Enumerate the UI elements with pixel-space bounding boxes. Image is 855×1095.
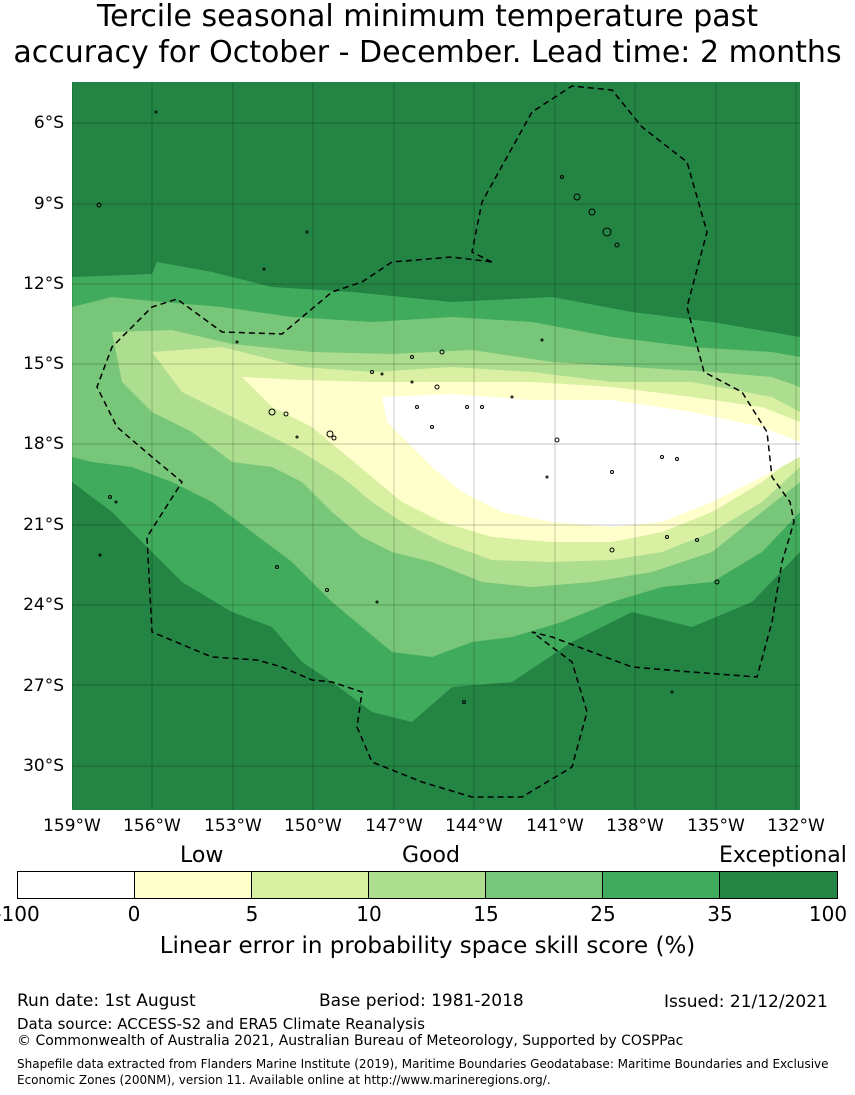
- base-period: Base period: 1981-2018: [319, 991, 524, 1011]
- colorbar-segment-35-100: [719, 871, 838, 899]
- lon-label-156w: 156°W: [123, 816, 181, 836]
- colorbar-segment-5-10: [251, 871, 369, 899]
- colorbar-tick-0: 0: [127, 902, 141, 926]
- shapefile-credit: Shapefile data extracted from Flanders M…: [17, 1057, 829, 1087]
- lat-label-21s: 21°S: [23, 515, 64, 535]
- lon-label-132w: 132°W: [767, 816, 825, 836]
- lon-label-153w: 153°W: [204, 816, 262, 836]
- legend-category-exceptional: Exceptional: [719, 843, 847, 868]
- colorbar-tick-neg100: -100: [0, 902, 40, 926]
- colorbar-segment-25-35: [602, 871, 720, 899]
- chart-title-line-1: Tercile seasonal minimum temperature pas…: [96, 0, 759, 34]
- colorbar-segment-10-15: [368, 871, 486, 899]
- data-source: Data source: ACCESS-S2 and ERA5 Climate …: [17, 1015, 425, 1033]
- colorbar-tick-25: 25: [590, 902, 616, 926]
- colorbar-segment-15-25: [485, 871, 603, 899]
- legend-category-low: Low: [180, 843, 224, 868]
- lat-label-27s: 27°S: [23, 676, 64, 696]
- issued-date: Issued: 21/12/2021: [664, 992, 828, 1012]
- colorbar-label: Linear error in probability space skill …: [159, 933, 696, 959]
- lat-label-30s: 30°S: [23, 756, 64, 776]
- colorbar-tick-100: 100: [808, 902, 848, 926]
- lon-label-141w: 141°W: [526, 816, 584, 836]
- colorbar-tick-35: 35: [707, 902, 733, 926]
- lon-label-147w: 147°W: [365, 816, 423, 836]
- chart-title-line-2: accuracy for October - December. Lead ti…: [13, 35, 842, 70]
- colorbar-segment-0-5: [134, 871, 252, 899]
- lon-label-150w: 150°W: [284, 816, 342, 836]
- lon-label-144w: 144°W: [445, 816, 503, 836]
- region-score-negative: [382, 394, 800, 527]
- lat-label-9s: 9°S: [33, 194, 64, 214]
- skill-score-map: [72, 82, 800, 810]
- colorbar-segment-negative: [17, 871, 135, 899]
- eez-boundary: [96, 85, 795, 798]
- lat-label-18s: 18°S: [23, 434, 64, 454]
- colorbar-tick-15: 15: [473, 902, 499, 926]
- colorbar-tick-10: 10: [356, 902, 382, 926]
- run-date: Run date: 1st August: [17, 991, 196, 1011]
- lat-label-24s: 24°S: [23, 595, 64, 615]
- colorbar: [17, 871, 838, 899]
- lon-label-159w: 159°W: [43, 816, 101, 836]
- lat-label-12s: 12°S: [23, 274, 64, 294]
- lon-label-138w: 138°W: [606, 816, 664, 836]
- lat-label-15s: 15°S: [23, 354, 64, 374]
- colorbar-tick-5: 5: [245, 902, 259, 926]
- copyright: © Commonwealth of Australia 2021, Austra…: [17, 1033, 684, 1049]
- lon-label-135w: 135°W: [687, 816, 745, 836]
- legend-category-good: Good: [402, 843, 460, 868]
- lat-label-6s: 6°S: [33, 113, 64, 133]
